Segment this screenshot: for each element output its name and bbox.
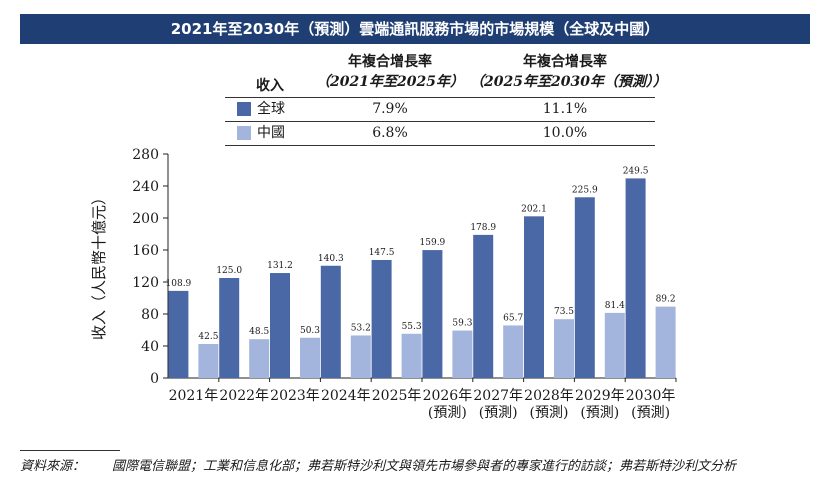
cagr-divider-top xyxy=(225,97,655,98)
chart-title: 2021年至2030年（預測）雲端通訊服務市場的市場規模（全球及中國） xyxy=(20,14,810,44)
bar-china xyxy=(300,337,320,378)
x-tick-label: 2027年 xyxy=(473,388,523,404)
data-label-china: 55.3 xyxy=(402,322,422,332)
source-text: 國際電信聯盟；工業和信息化部；弗若斯特沙利文與領先市場參與者的專家進行的訪談；弗… xyxy=(112,459,737,474)
y-tick-label: 40 xyxy=(141,339,159,355)
data-label-china: 53.2 xyxy=(351,323,371,333)
y-tick-label: 240 xyxy=(132,179,159,195)
y-tick-label: 80 xyxy=(141,307,159,323)
source-label: 資料來源： xyxy=(20,459,86,474)
cagr-row-china-v1: 6.8% xyxy=(372,125,408,141)
x-tick-label: 2021年 xyxy=(169,388,219,404)
legend-swatch-global xyxy=(237,102,251,116)
y-tick-label: 0 xyxy=(150,371,159,387)
data-label-china: 81.4 xyxy=(605,301,625,311)
data-label-global: 159.9 xyxy=(420,238,446,248)
data-label-global: 147.5 xyxy=(369,248,395,258)
x-tick-label: 2028年 xyxy=(524,388,574,404)
cagr-header-period1-line1: 年複合增長率 xyxy=(348,54,432,70)
data-label-china: 59.3 xyxy=(452,319,472,329)
cagr-row-china: 中國 6.8% 10.0% xyxy=(225,122,655,144)
bar-china xyxy=(604,312,625,378)
y-tick-label: 120 xyxy=(132,275,159,291)
cagr-row-china-v2: 10.0% xyxy=(542,125,588,141)
x-tick-label: 2025年 xyxy=(372,388,422,404)
x-tick-label: 2024年 xyxy=(321,388,371,404)
cagr-header-period1-line2: （2021年至2025年） xyxy=(316,74,464,90)
data-label-global: 225.9 xyxy=(572,185,598,195)
cagr-header-revenue-text: 收入 xyxy=(256,78,284,94)
legend-swatch-china xyxy=(237,126,251,140)
x-tick-label: 2022年 xyxy=(219,388,269,404)
data-label-global: 125.0 xyxy=(216,266,242,276)
bar-global xyxy=(625,178,646,378)
data-label-global: 249.5 xyxy=(623,166,649,176)
x-tick-label: (預測) xyxy=(580,405,619,421)
cagr-divider-bottom xyxy=(225,145,655,146)
bar-global xyxy=(473,234,494,378)
cagr-header-period2: 年複合增長率 （2025年至2030年（預測）） xyxy=(470,52,667,98)
bar-china xyxy=(249,339,270,378)
data-label-china: 50.3 xyxy=(300,326,320,336)
bar-global xyxy=(270,273,290,378)
bar-china xyxy=(401,333,422,378)
bar-china xyxy=(503,325,524,378)
bar-china xyxy=(350,335,371,378)
bar-china xyxy=(198,344,219,378)
cagr-row-china-name: 中國 xyxy=(257,125,285,141)
x-tick-label: (預測) xyxy=(479,405,518,421)
x-tick-label: 2029年 xyxy=(575,388,625,404)
bar-china xyxy=(452,330,473,378)
cagr-row-global: 全球 7.9% 11.1% xyxy=(225,98,655,120)
bar-global xyxy=(219,278,240,378)
x-tick-label: (預測) xyxy=(631,405,670,421)
x-tick-label: 2023年 xyxy=(270,388,320,404)
cagr-divider-mid xyxy=(225,121,655,122)
cagr-row-global-name: 全球 xyxy=(257,101,285,117)
bar-global xyxy=(574,197,595,378)
cagr-header-period2-line1: 年複合增長率 xyxy=(523,54,607,70)
data-label-china: 48.5 xyxy=(249,327,269,337)
data-label-china: 73.5 xyxy=(554,307,574,317)
data-label-global: 131.2 xyxy=(267,261,293,271)
y-axis-label: 收入（人民幣十億元） xyxy=(90,190,108,340)
x-tick-label: 2030年 xyxy=(626,388,676,404)
bar-china xyxy=(655,306,676,378)
data-label-china: 89.2 xyxy=(656,295,676,305)
cagr-row-global-v1: 7.9% xyxy=(372,101,408,117)
bar-global xyxy=(422,250,443,378)
data-label-china: 65.7 xyxy=(503,313,523,323)
y-tick-label: 280 xyxy=(132,147,159,163)
x-tick-label: (預測) xyxy=(530,405,569,421)
data-label-china: 42.5 xyxy=(198,332,218,342)
bar-global xyxy=(371,260,392,378)
data-label-global: 140.3 xyxy=(318,254,344,264)
cagr-header-revenue: 收入 xyxy=(225,76,315,122)
data-label-global: 108.9 xyxy=(166,279,192,289)
y-tick-label: 160 xyxy=(132,243,159,259)
data-label-global: 202.1 xyxy=(521,204,547,214)
bar-global xyxy=(320,265,341,378)
y-tick-label: 200 xyxy=(132,211,159,227)
data-label-global: 178.9 xyxy=(470,223,496,233)
source-divider xyxy=(20,450,120,451)
bar-global xyxy=(168,290,189,378)
bar-global xyxy=(524,216,544,378)
bar-china xyxy=(554,319,574,378)
x-tick-label: (預測) xyxy=(428,405,467,421)
cagr-header-period1: 年複合增長率 （2021年至2025年） xyxy=(310,52,470,98)
cagr-header-period2-line2: （2025年至2030年（預測）） xyxy=(470,74,667,90)
cagr-row-global-v2: 11.1% xyxy=(542,101,588,117)
x-tick-label: 2026年 xyxy=(423,388,473,404)
